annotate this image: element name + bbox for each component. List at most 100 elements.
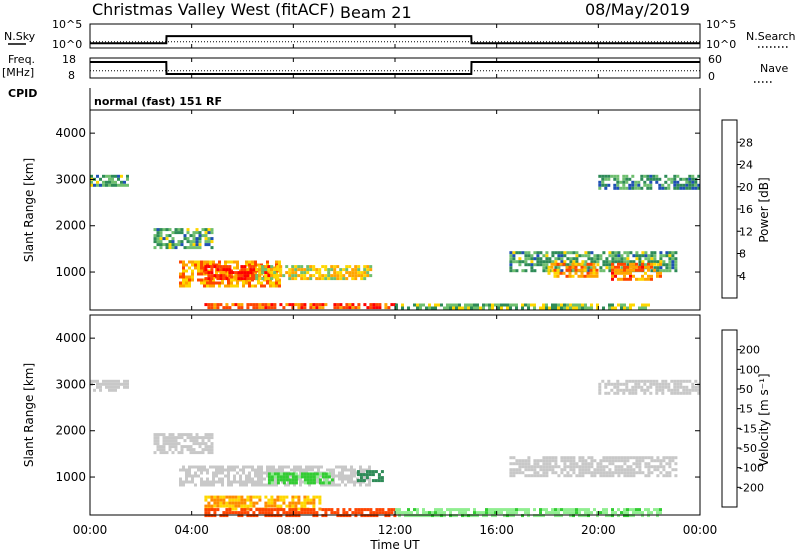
power-cell-7	[653, 251, 657, 255]
velocity-cell-0	[96, 382, 99, 386]
velocity-cell-6	[351, 511, 355, 515]
power-cell-3	[222, 268, 226, 272]
velocity-cell-0	[126, 379, 129, 383]
power-cell-8	[571, 265, 575, 269]
velocity-cell-5	[219, 504, 223, 508]
velocity-cell-8	[527, 465, 531, 469]
freq-tick-bottom: 8	[68, 69, 75, 82]
velocity-cell-9	[676, 385, 680, 389]
velocity-cell-2	[212, 471, 215, 475]
power-cell-7	[587, 266, 591, 270]
velocity-cell-2	[233, 474, 236, 478]
power-cell-4	[312, 268, 316, 272]
power-cell-7	[608, 263, 612, 267]
velocity-cell-1	[153, 433, 157, 437]
velocity-cell-7	[527, 508, 530, 512]
power-cell-9	[629, 262, 632, 266]
velocity-cell-6	[264, 508, 268, 512]
power-cell-2	[182, 269, 185, 273]
power-cell-2	[248, 260, 251, 264]
velocity-cell-8	[548, 456, 552, 460]
velocity-cell-7	[515, 508, 518, 512]
power-cell-2	[209, 284, 212, 288]
velocity-cell-8	[593, 471, 597, 475]
velocity-cell-2	[200, 483, 203, 487]
velocity-cell-7	[428, 514, 431, 518]
velocity-cell-2	[182, 480, 185, 484]
velocity-cell-6	[309, 511, 313, 515]
velocity-cell-2	[332, 483, 335, 487]
velocity-cell-1	[198, 445, 202, 449]
velocity-cell-6	[285, 511, 289, 515]
y-tick-label: 4000	[55, 331, 86, 345]
velocity-cell-6	[249, 508, 253, 512]
power-cell-7	[623, 257, 627, 261]
velocity-cell-3	[267, 475, 271, 479]
power-cell-2	[182, 272, 185, 276]
power-cell-4	[294, 277, 298, 281]
velocity-cell-6	[393, 508, 397, 512]
power-cell-4	[258, 277, 262, 281]
power-cell-7	[671, 266, 675, 270]
velocity-cell-7	[578, 514, 581, 518]
power-cell-2	[200, 260, 203, 264]
power-cell-1	[192, 240, 196, 244]
power-cell-0	[114, 183, 117, 187]
power-cell-10	[613, 174, 617, 178]
velocity-cell-6	[390, 511, 394, 515]
velocity-cell-2	[206, 477, 209, 481]
velocity-cell-2	[338, 477, 341, 481]
velocity-cell-6	[327, 508, 331, 512]
power-cell-3	[249, 265, 253, 269]
power-cell-3	[237, 271, 241, 275]
velocity-cell-7	[449, 514, 452, 518]
velocity-cell-8	[614, 456, 618, 460]
velocity-cell-9	[598, 388, 602, 392]
power-cell-9	[638, 265, 641, 269]
power-cell-2	[278, 281, 281, 285]
power-cell-1	[186, 231, 190, 235]
velocity-cell-7	[641, 511, 644, 515]
power-cell-2	[182, 266, 185, 270]
power-cell-6	[596, 303, 599, 307]
velocity-cell-2	[242, 465, 245, 469]
velocity-cell-8	[512, 471, 516, 475]
x-tick-label: 04:00	[174, 523, 209, 537]
velocity-cell-8	[572, 465, 576, 469]
velocity-cell-9	[628, 388, 632, 392]
power-cell-7	[662, 260, 666, 264]
velocity-cell-2	[311, 468, 314, 472]
power-cell-7	[569, 263, 573, 267]
velocity-cell-7	[629, 508, 632, 512]
velocity-cell-3	[270, 472, 274, 476]
velocity-cell-1	[180, 448, 184, 452]
velocity-cell-2	[191, 474, 194, 478]
power-cell-10	[646, 183, 650, 187]
velocity-cell-3	[327, 472, 331, 476]
velocity-cell-2	[179, 480, 182, 484]
power-cell-10	[622, 186, 626, 190]
power-cell-8	[556, 271, 560, 275]
velocity-cell-7	[557, 511, 560, 515]
velocity-cell-2	[215, 480, 218, 484]
power-cell-4	[336, 277, 340, 281]
velocity-cell-6	[378, 511, 382, 515]
velocity-cell-2	[215, 471, 218, 475]
velocity-cell-6	[246, 511, 250, 515]
power-cell-8	[583, 265, 587, 269]
velocity-cell-1	[159, 433, 163, 437]
power-cell-7	[545, 269, 549, 273]
velocity-cell-5	[222, 501, 226, 505]
power-cell-9	[653, 268, 656, 272]
power-cb-tick-label: 4	[739, 270, 746, 283]
velocity-cell-9	[652, 382, 656, 386]
velocity-cell-7	[440, 514, 443, 518]
power-cell-5	[267, 306, 271, 310]
power-cell-10	[667, 183, 671, 187]
velocity-cell-2	[338, 471, 341, 475]
power-cell-3	[240, 274, 244, 278]
velocity-cell-9	[661, 391, 665, 395]
power-cell-7	[626, 257, 630, 261]
power-cell-2	[206, 284, 209, 288]
